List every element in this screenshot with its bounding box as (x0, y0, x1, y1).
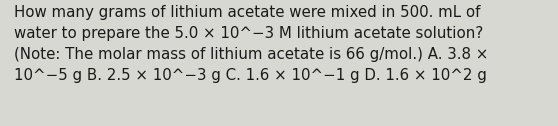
Text: How many grams of lithium acetate were mixed in 500. mL of
water to prepare the : How many grams of lithium acetate were m… (14, 5, 488, 83)
